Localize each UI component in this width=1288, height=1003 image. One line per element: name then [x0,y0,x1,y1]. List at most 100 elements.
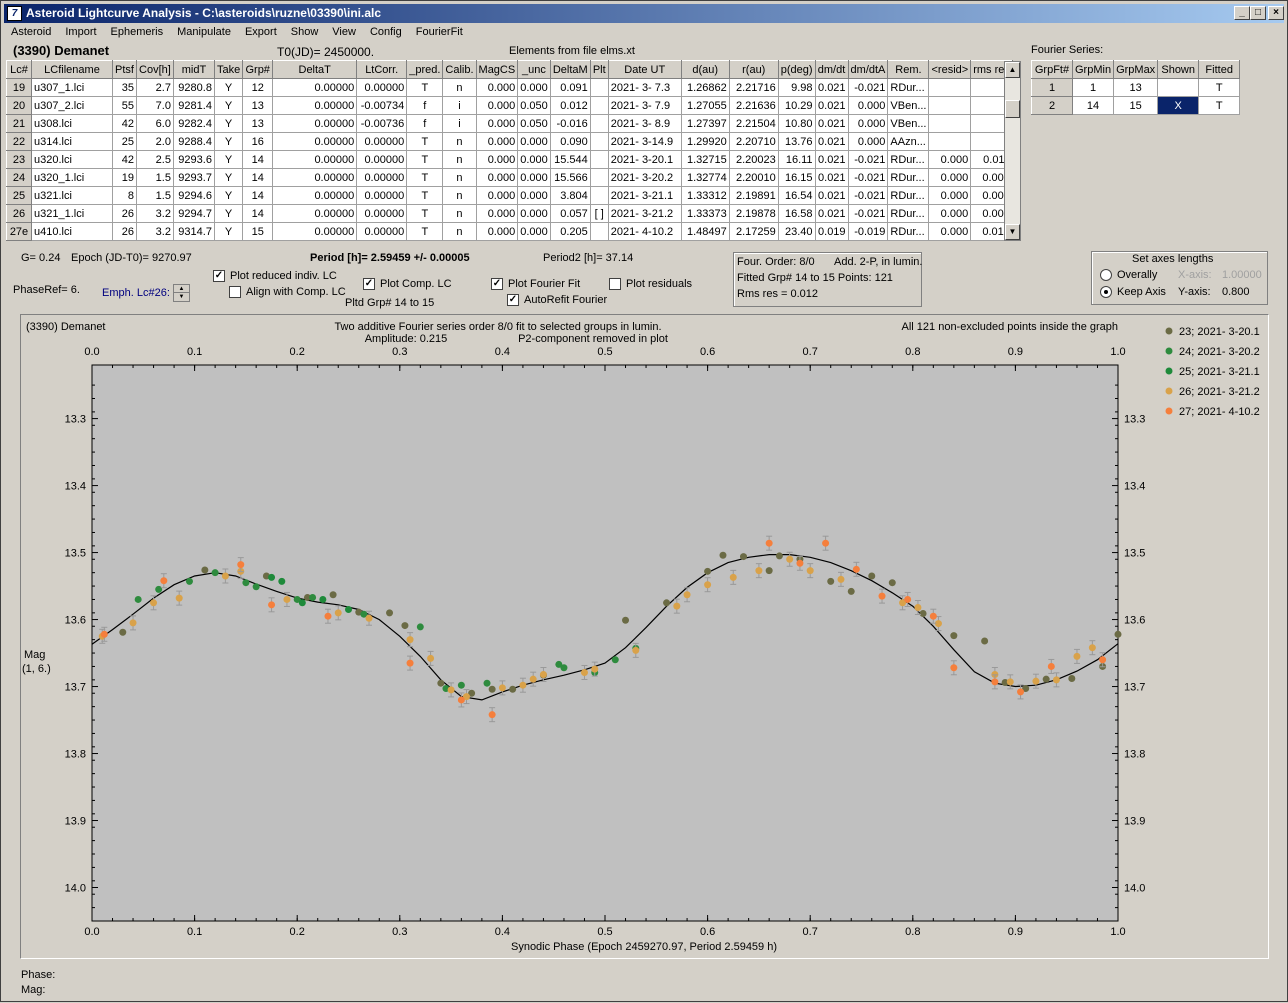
column-header[interactable]: _pred. [406,60,444,79]
table-cell [589,222,609,241]
scroll-thumb[interactable] [1005,100,1020,118]
spin-down-icon[interactable]: ▼ [178,294,185,300]
data-point [360,610,368,618]
legend-marker [1165,347,1173,355]
column-header[interactable]: Rem. [887,60,930,79]
plot-fourier-checkbox[interactable]: ✓ Plot Fourier Fit [491,278,580,291]
column-header[interactable]: Date UT [607,60,682,79]
x-tick-label: 0.4 [495,926,510,938]
menu-export[interactable]: Export [244,26,277,38]
autorefit-checkbox[interactable]: ✓ AutoRefit Fourier [507,294,607,307]
column-header[interactable]: Shown [1157,60,1200,79]
table-cell[interactable]: 27e [6,222,32,241]
table-row[interactable]: 19 u307_1.lci 35 2.7 9280.8 Y 12 0.00000 0.00000… [6,78,1013,97]
table-cell[interactable]: 19 [6,78,32,97]
column-header[interactable]: GrpFt# [1031,60,1073,79]
column-header[interactable]: _unc [517,60,551,79]
menu-ephemeris[interactable]: Ephemeris [110,26,164,38]
table-cell: 0.00000 [272,222,358,241]
table-row[interactable]: 27e u410.lci 26 3.2 9314.7 Y 15 0.00000 0.00000 T… [6,222,1013,241]
scroll-up-icon[interactable]: ▲ [1005,62,1020,78]
data-point [221,572,229,580]
table-row[interactable]: 24 u320_1.lci 19 1.5 9293.7 Y 14 0.00000 0.00000… [6,168,1013,187]
plot-comp-checkbox[interactable]: ✓ Plot Comp. LC [363,278,452,291]
emph-lc-spinner[interactable]: ▲ ▼ [173,284,190,302]
column-header[interactable]: LCfilename [31,60,113,79]
table-cell[interactable]: 24 [6,168,32,187]
table-cell: 0.008 [970,168,1013,187]
table-cell: 0.021 [814,96,849,115]
checkbox-box[interactable] [229,286,241,299]
table-cell[interactable]: 25 [6,186,32,205]
table-cell: T [406,222,444,241]
y-axis-value[interactable]: 0.800 [1222,286,1250,298]
x-axis-value[interactable]: 1.00000 [1222,269,1262,281]
table-cell[interactable]: 21 [6,114,32,133]
scroll-down-icon[interactable]: ▼ [1005,224,1020,240]
table-cell[interactable]: 22 [6,132,32,151]
menu-view[interactable]: View [332,26,356,38]
table-cell[interactable]: T [1198,78,1241,97]
column-header[interactable]: dm/dtA [847,60,889,79]
plot-reduced-checkbox[interactable]: ✓ Plot reduced indiv. LC [213,270,337,283]
checkbox-box[interactable]: ✓ [491,278,503,291]
table-row[interactable]: 20 u307_2.lci 55 7.0 9281.4 Y 13 0.00000 -0.0073… [6,96,1013,115]
table-row[interactable]: 26 u321_1.lci 26 3.2 9294.7 Y 14 0.00000 0.00000… [6,204,1013,223]
table-cell[interactable]: 15 [1113,96,1159,115]
rms-residual: Rms res = 0.012 [737,288,819,300]
column-header[interactable]: p(deg) [777,60,816,79]
legend-marker [1165,387,1173,395]
table-cell: 0.000 [517,132,551,151]
table-cell[interactable]: T [1198,96,1241,115]
menu-show[interactable]: Show [290,26,319,38]
column-header[interactable]: MagCS [475,60,519,79]
table-cell[interactable]: 26 [6,204,32,223]
table-cell[interactable]: 13 [1113,78,1159,97]
x-tick-label: 1.0 [1110,926,1125,938]
menu-config[interactable]: Config [369,26,402,38]
data-point [1032,677,1040,685]
menu-import[interactable]: Import [65,26,97,38]
column-header[interactable]: DeltaT [272,60,358,79]
checkbox-box[interactable]: ✓ [507,294,519,307]
data-point [1022,685,1030,693]
minimize-button[interactable]: _ [1234,6,1250,20]
menu-asteroid[interactable]: Asteroid [11,26,52,38]
column-header[interactable]: Ptsf [112,60,137,79]
x-axis-title: Synodic Phase (Epoch 2459270.97, Period … [511,941,777,953]
radio-circle[interactable] [1100,269,1112,282]
table-row[interactable]: 21 u308.lci 42 6.0 9282.4 Y 13 0.00000 -0.00736 f… [6,114,1013,133]
column-header[interactable]: GrpMin [1071,60,1115,79]
plot-residuals-checkbox[interactable]: Plot residuals [609,278,692,291]
table-cell: 0.000 [475,96,519,115]
checkbox-box[interactable]: ✓ [213,270,225,283]
table-cell: 8 [112,186,137,205]
radio-circle[interactable] [1100,286,1112,299]
table-scrollbar[interactable]: ▲ ▼ [1004,61,1021,241]
close-button[interactable]: × [1268,6,1284,20]
spin-up-icon[interactable]: ▲ [174,285,189,293]
checkbox-box[interactable]: ✓ [363,278,375,291]
column-header[interactable]: LtCorr. [356,60,408,79]
table-cell[interactable]: 2 [1031,96,1073,115]
maximize-button[interactable]: □ [1250,6,1266,20]
checkbox-box[interactable] [609,278,621,291]
column-header[interactable]: midT [172,60,215,79]
table-row[interactable]: 2 14 15 X T [1031,96,1241,115]
y-tick-label-right: 13.7 [1124,682,1145,694]
keep-axis-radio[interactable]: Keep Axis [1100,286,1166,299]
column-header[interactable]: Grp# [242,60,274,79]
menu-fourierfit[interactable]: FourierFit [415,26,463,38]
column-header[interactable]: dm/dt [814,60,849,79]
align-comp-checkbox[interactable]: Align with Comp. LC [229,286,346,299]
overally-radio[interactable]: Overally [1100,269,1157,282]
menu-manipulate[interactable]: Manipulate [177,26,231,38]
table-cell: 2.5 [135,150,174,169]
column-header[interactable]: Calib. [442,60,477,79]
table-cell: -0.00734 [356,96,408,115]
table-cell[interactable] [1157,78,1200,97]
table-cell: 16.11 [777,150,816,169]
